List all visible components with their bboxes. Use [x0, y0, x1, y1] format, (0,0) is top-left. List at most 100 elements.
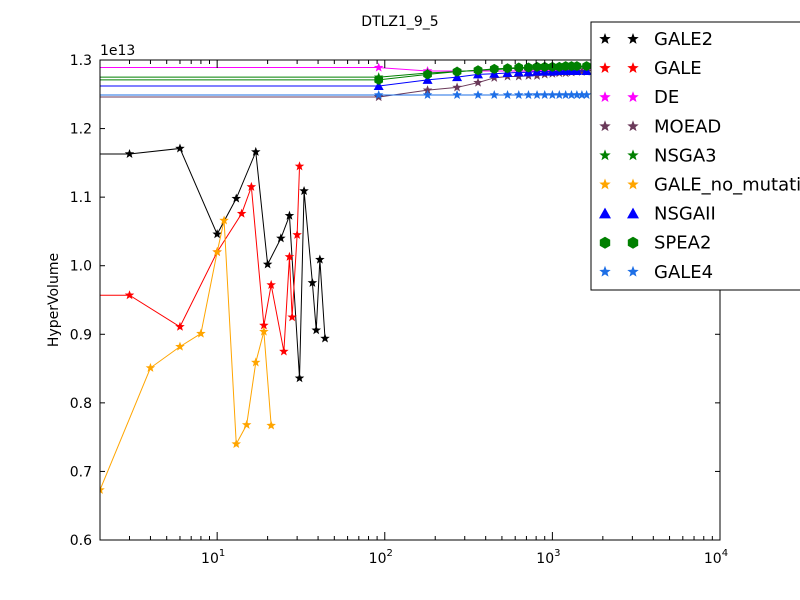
data-point: [196, 328, 206, 338]
legend-label: GALE_no_mutation: [654, 175, 800, 196]
data-point: [473, 65, 483, 76]
data-point: [100, 484, 105, 494]
legend-marker: [599, 33, 611, 44]
legend-marker: [627, 207, 639, 219]
series-layer: [100, 61, 592, 494]
plot-frame: [99, 59, 721, 541]
legend-box: [590, 21, 800, 291]
legend-marker: [599, 149, 611, 161]
legend-marker: [627, 236, 639, 249]
data-point: [145, 362, 156, 372]
legend-entry: GALE2: [599, 29, 713, 50]
legend-label: NSGAII: [654, 204, 716, 225]
data-point: [241, 419, 252, 429]
data-point: [212, 247, 222, 257]
legend: GALE2 GALE DE MOEAD NSGA3 GALE_no_mutation NSG…: [590, 21, 800, 291]
y-tick-label: 0.8: [70, 396, 92, 412]
data-point: [532, 61, 542, 72]
data-point: [212, 229, 222, 239]
data-point: [489, 63, 499, 74]
data-point: [292, 229, 302, 239]
legend-label: GALE2: [654, 29, 713, 50]
data-point: [422, 89, 433, 100]
x-tick-label: 102: [369, 548, 393, 567]
legend-marker: [599, 120, 611, 132]
data-point: [572, 89, 582, 100]
data-point: [582, 61, 591, 72]
data-point: [231, 439, 242, 449]
y-tick-label: 0.9: [70, 327, 92, 343]
data-point: [554, 89, 565, 100]
legend-label: NSGA3: [654, 145, 717, 166]
data-point: [473, 77, 483, 87]
data-point: [175, 143, 185, 153]
data-point: [311, 325, 321, 335]
data-point: [320, 333, 330, 343]
data-point: [307, 277, 318, 287]
legend-marker: [627, 91, 639, 103]
legend-label: GALE: [654, 58, 702, 79]
data-point: [259, 326, 269, 336]
data-point: [266, 279, 276, 289]
data-point: [294, 373, 305, 383]
data-point: [251, 146, 261, 156]
y-tick-label: 0.7: [70, 464, 92, 480]
legend-entry: GALE_no_mutation: [599, 175, 800, 196]
data-point: [514, 62, 524, 73]
data-point: [566, 89, 577, 100]
x-tick-label: 103: [536, 548, 560, 567]
data-point: [315, 254, 325, 264]
data-point: [262, 259, 273, 269]
data-point: [124, 148, 135, 158]
axis-ticks: 0.6 0.7 0.8 0.9 1.0 1.1 1.2 1.3 101 102 103 104: [70, 53, 728, 567]
y-tick-label: 1.2: [70, 122, 92, 138]
data-point: [279, 346, 289, 356]
x-tick-label: 101: [201, 548, 225, 567]
legend-entry: NSGA3: [599, 145, 717, 166]
data-point: [287, 312, 297, 322]
legend-marker: [627, 33, 639, 44]
y-tick-label: 1.1: [70, 190, 92, 206]
series-spea2: [100, 61, 591, 85]
data-point: [373, 89, 384, 100]
data-point: [374, 74, 384, 85]
series-gale2: [100, 143, 330, 383]
data-point: [251, 357, 261, 367]
data-point: [259, 320, 269, 330]
legend-entry: DE: [599, 87, 679, 108]
data-point: [294, 161, 305, 171]
data-point: [452, 89, 462, 100]
data-point: [299, 185, 309, 196]
data-point: [503, 63, 512, 74]
data-point: [423, 69, 432, 80]
legend-marker: [599, 91, 611, 103]
legend-marker: [627, 265, 639, 277]
legend-marker: [627, 120, 639, 132]
data-point: [284, 251, 295, 261]
chart-title: DTLZ1_9_5: [361, 14, 438, 30]
legend-marker: [599, 178, 611, 190]
series-gale4: [100, 89, 592, 100]
legend-marker: [599, 207, 611, 219]
data-point: [473, 89, 483, 100]
data-point: [547, 89, 558, 100]
data-point: [523, 89, 534, 100]
data-point: [532, 89, 542, 100]
data-point: [452, 82, 462, 92]
data-point: [124, 290, 135, 300]
x-tick-label: 104: [704, 548, 728, 567]
legend-marker: [599, 62, 611, 73]
data-point: [373, 62, 384, 72]
legend-entry: SPEA2: [599, 233, 711, 254]
y-tick-label: 1.0: [70, 259, 92, 275]
legend-marker: [599, 265, 611, 277]
y-axis-label: HyperVolume: [46, 253, 62, 347]
data-point: [231, 193, 242, 203]
data-point: [502, 89, 513, 100]
data-point: [540, 61, 550, 72]
data-point: [581, 89, 592, 100]
data-point: [219, 215, 229, 225]
legend-marker: [599, 236, 611, 249]
data-point: [524, 62, 533, 73]
